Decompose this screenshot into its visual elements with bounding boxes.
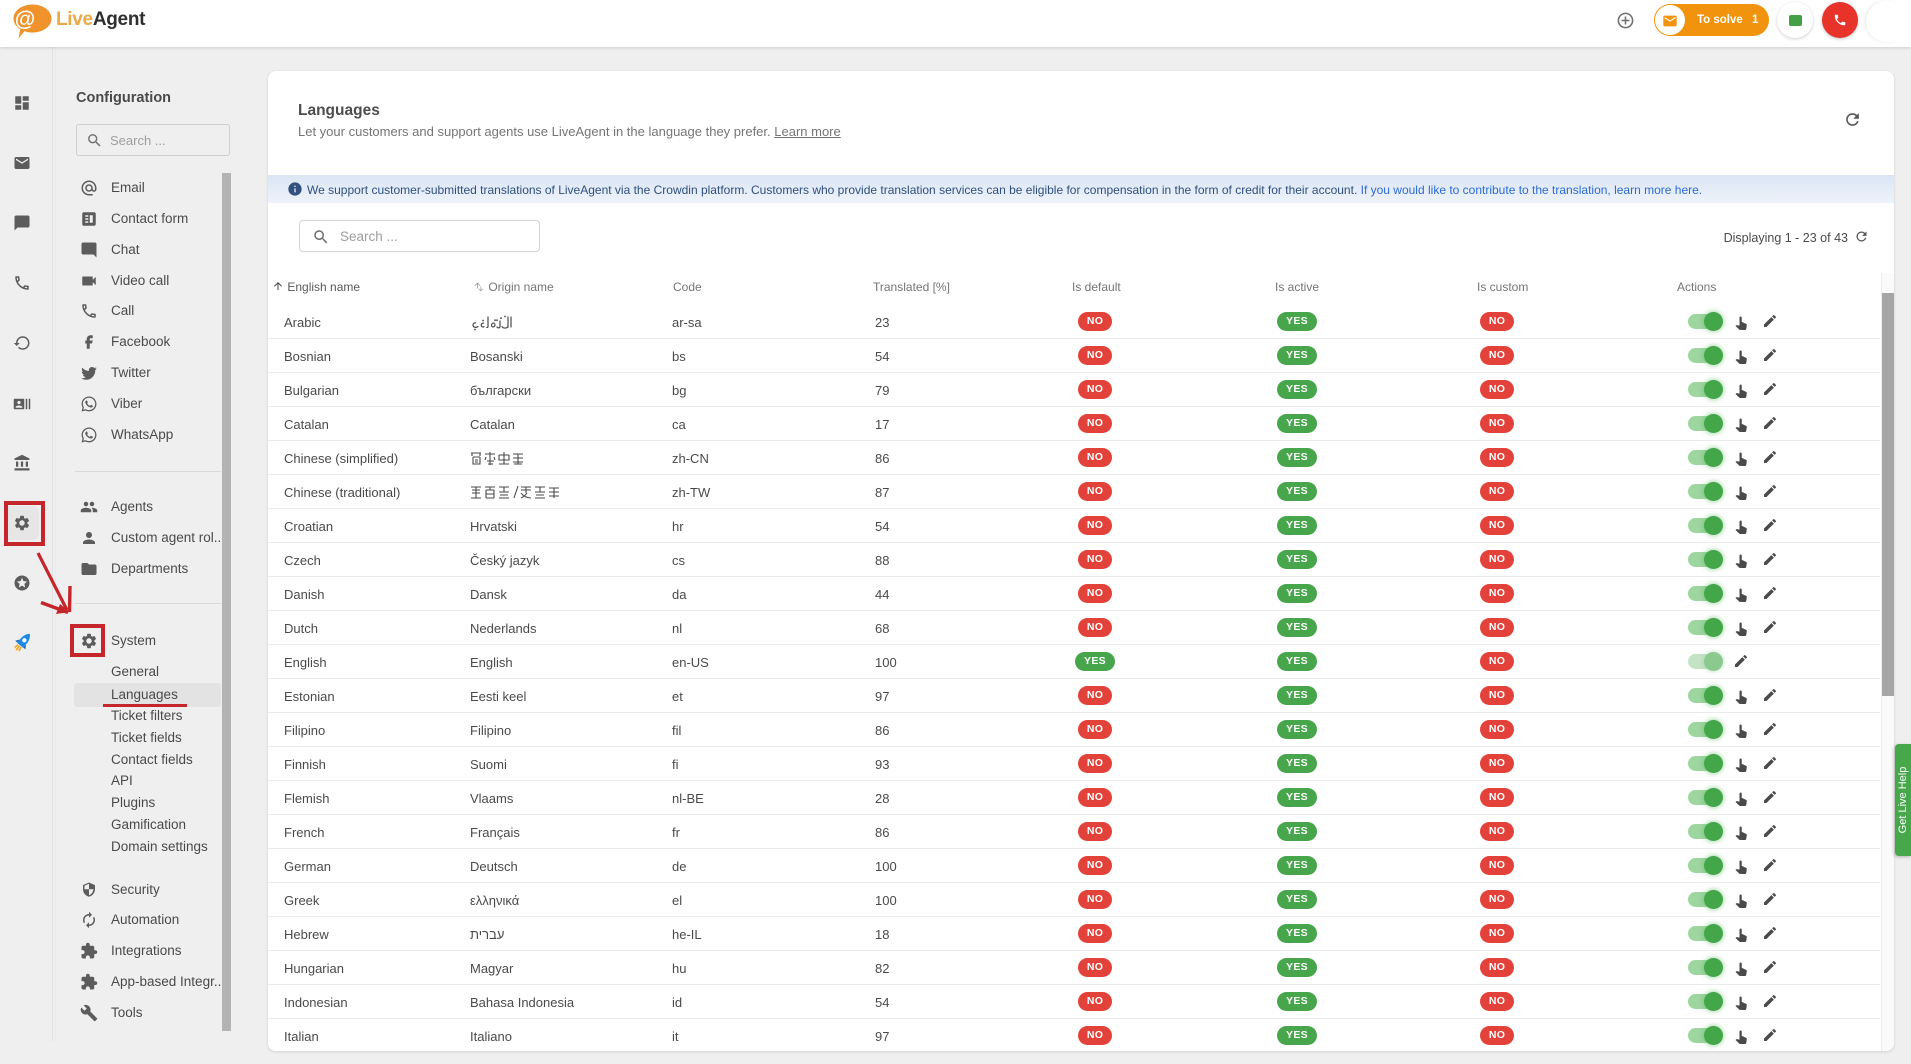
svg-text:@: @ [15, 8, 35, 31]
